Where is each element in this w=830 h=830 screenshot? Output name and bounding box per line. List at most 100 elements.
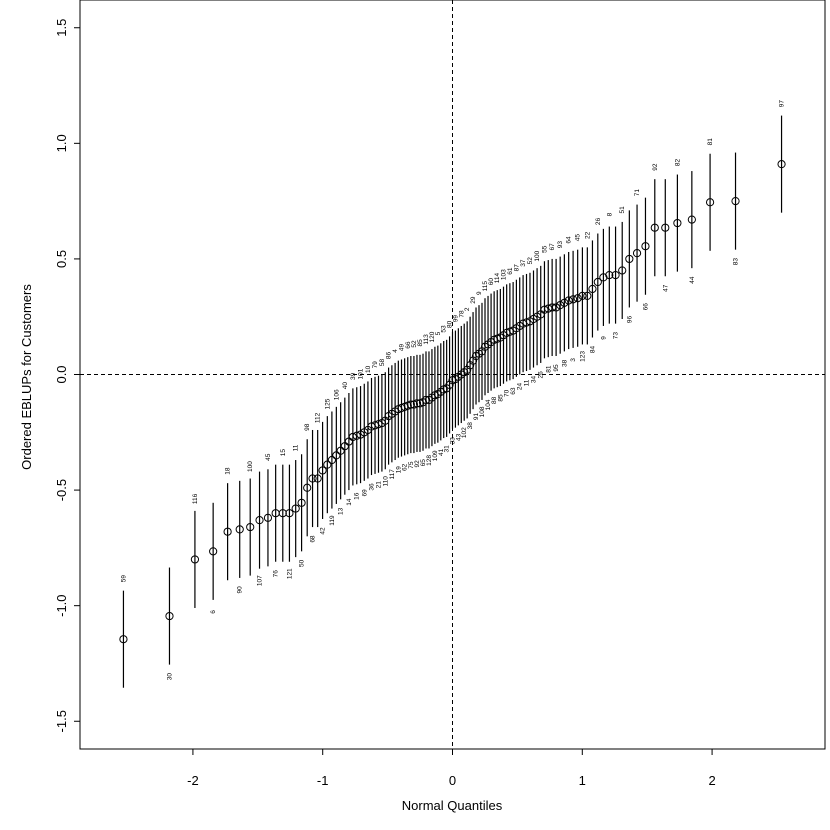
point-label: 113 [423, 334, 430, 345]
point-label: 103 [500, 269, 507, 280]
data-point [632, 249, 642, 258]
y-axis: -1.5 -1.0 -0.5 0.0 0.5 1.0 1.5 [54, 19, 80, 732]
point-label: 19 [395, 466, 402, 474]
point-label: 70 [504, 389, 511, 397]
data-point [318, 466, 327, 475]
data-point [573, 294, 582, 303]
point-label: 86 [386, 352, 393, 360]
data-point [540, 305, 549, 314]
point-label: 117 [389, 469, 396, 480]
point-label: 87 [513, 264, 520, 272]
point-label: 68 [310, 535, 317, 543]
data-point [650, 223, 659, 232]
point-label: 95 [553, 364, 560, 372]
y-tick-label: 1.0 [54, 134, 69, 152]
interval-bars [122, 115, 783, 688]
point-label: 63 [510, 387, 517, 395]
point-label: 75 [408, 461, 415, 469]
point-label: 24 [517, 383, 524, 391]
data-point [308, 474, 317, 483]
point-label: 45 [575, 234, 582, 242]
point-label: 82 [674, 159, 681, 167]
data-point [313, 474, 322, 483]
point-label: 8 [606, 212, 613, 216]
data-point [468, 356, 478, 365]
point-label: 11 [524, 379, 531, 386]
point-label: 128 [426, 455, 433, 466]
point-label: 81 [707, 138, 714, 146]
point-label: 83 [733, 258, 740, 266]
point-label: 66 [405, 341, 412, 349]
point-label: 31 [444, 445, 451, 453]
point-label: 18 [225, 467, 232, 475]
y-tick-label: -1.5 [54, 710, 69, 732]
point-label: 9 [476, 291, 483, 295]
point-label: 100 [247, 461, 254, 472]
data-point [466, 361, 475, 370]
point-label: 29 [470, 296, 477, 304]
data-point [578, 291, 587, 301]
point-label: 123 [579, 351, 586, 362]
point-label: 71 [634, 189, 641, 197]
point-label: 61 [507, 267, 514, 275]
point-label: 52 [527, 257, 534, 265]
point-label: 2 [464, 307, 471, 311]
data-point [544, 304, 553, 313]
point-label: 26 [595, 217, 602, 225]
data-point [445, 380, 454, 390]
data-point [661, 223, 670, 232]
point-label: 106 [333, 389, 340, 400]
x-axis: -2 -1 0 1 2 [187, 749, 716, 788]
point-label: 49 [399, 343, 406, 351]
data-point [560, 298, 569, 307]
point-label: 67 [549, 243, 556, 251]
data-point [583, 291, 592, 301]
point-label: 85 [497, 394, 504, 402]
point-labels: 5930116618901001074576151211150986811242… [120, 100, 785, 681]
point-label: 109 [432, 450, 439, 461]
point-label: 92 [414, 460, 421, 468]
point-label: 26 [538, 371, 545, 379]
data-point [625, 254, 634, 264]
data-point [406, 400, 415, 409]
point-label: 38 [561, 359, 568, 367]
point-label: 5 [435, 331, 442, 335]
point-label: 93 [557, 241, 564, 249]
data-point [255, 516, 264, 525]
point-label: 21 [375, 481, 382, 489]
point-label: 55 [541, 245, 548, 253]
y-tick-label: 0.5 [54, 250, 69, 268]
data-point [412, 399, 422, 408]
data-point [673, 218, 682, 228]
point-label: 33 [450, 437, 457, 445]
point-label: 9 [600, 336, 607, 340]
data-point [209, 547, 218, 556]
x-tick-label: 2 [708, 773, 715, 788]
point-label: 36 [369, 483, 376, 491]
point-label: 10 [365, 365, 372, 373]
data-point [223, 527, 232, 536]
data-point [285, 509, 294, 518]
point-label: 120 [429, 331, 436, 342]
point-label: 22 [584, 231, 591, 239]
data-point [327, 455, 337, 465]
point-label: 38 [467, 422, 474, 430]
point-label: 3 [570, 358, 577, 362]
point-label: 100 [534, 250, 541, 261]
data-point [687, 215, 696, 224]
x-tick-label: 0 [449, 773, 456, 788]
data-point [568, 295, 578, 304]
point-label: 30 [166, 673, 173, 681]
y-tick-label: -1.0 [54, 594, 69, 616]
point-label: 58 [379, 359, 386, 367]
point-label: 66 [642, 303, 649, 311]
data-point [297, 498, 306, 507]
data-point [588, 284, 597, 294]
y-tick-label: 0.0 [54, 365, 69, 383]
point-label: 92 [652, 163, 659, 171]
data-point [618, 266, 627, 275]
point-label: 97 [779, 100, 786, 108]
x-tick-label: 1 [579, 773, 586, 788]
x-tick-label: -1 [317, 773, 329, 788]
